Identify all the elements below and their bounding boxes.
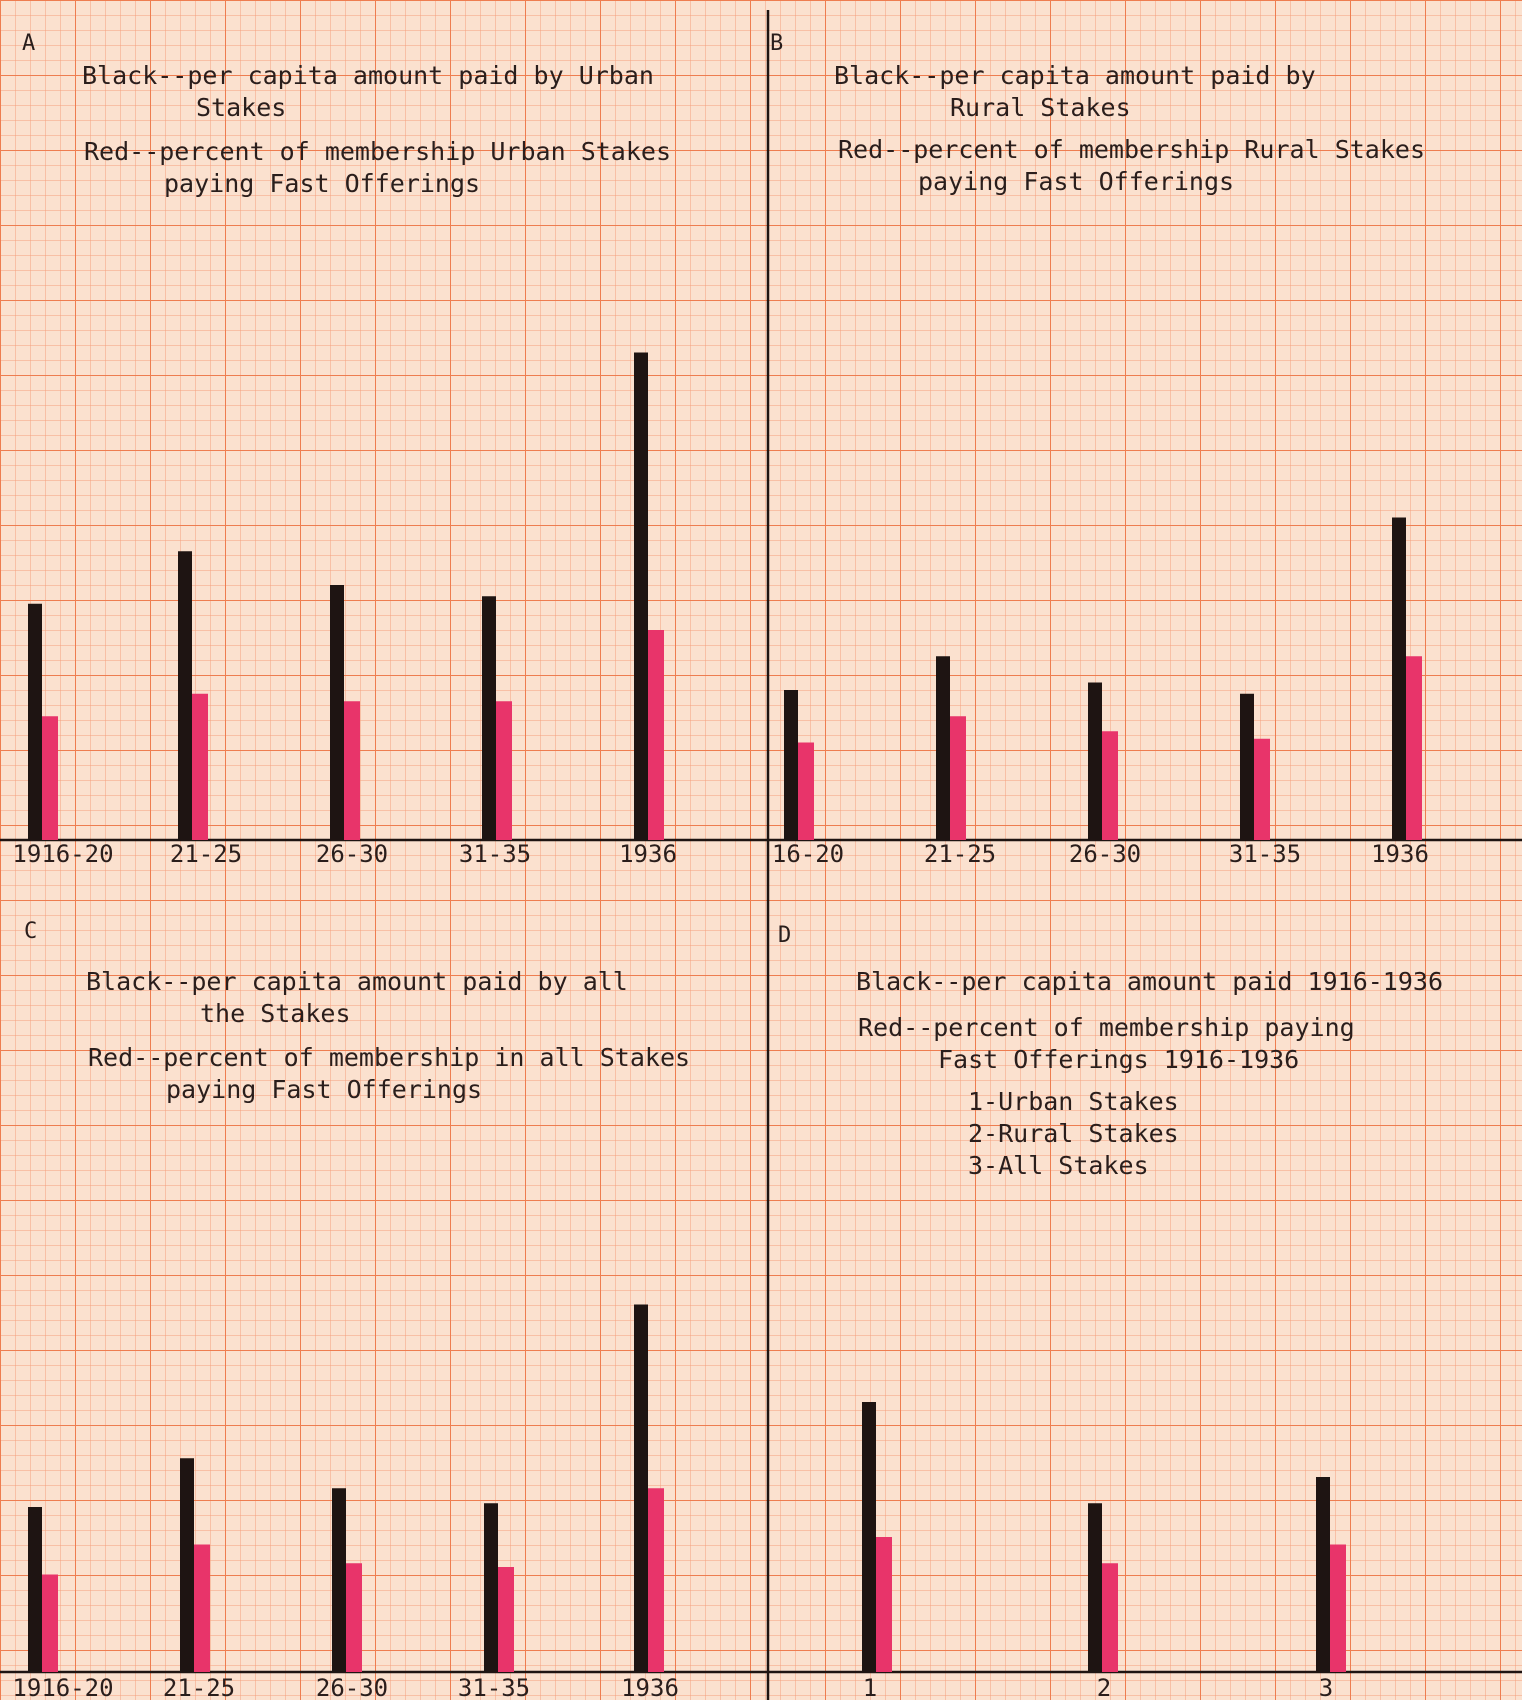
panel-c-tick-label: 1916-20 [12,1674,113,1700]
panel-b-bar-red [1254,738,1270,840]
panel-d-title-line: Fast Offerings 1916-1936 [938,1045,1299,1074]
panel-a-bar-black [330,585,344,840]
panel-b-bar-red [1102,731,1118,840]
panel-b-bar-black [1392,517,1406,840]
panel-a-title-line: paying Fast Offerings [164,169,480,198]
panel-a-letter: A [22,31,35,56]
panel-a-bar-red [496,701,512,840]
panel-a-bar-black [482,596,496,840]
panel-a-title-line: Black--per capita amount paid by Urban [82,61,654,90]
panel-b-tick-label: 1936 [1371,840,1429,868]
panel-d-bar-black [862,1402,876,1672]
panel-b-bar-red [950,716,966,840]
panel-a-bar-red [648,630,664,840]
panel-c-tick-label: 26-30 [316,1674,388,1700]
chart-panels: A Black--per capita amount paid by Urban S… [0,10,1522,1700]
panel-a-title-line: Stakes [196,93,286,122]
panel-c-tick-label: 1936 [621,1674,679,1700]
panel-d-letter: D [778,923,791,948]
panel-b-tick-label: 21-25 [924,840,996,868]
panel-d-bar-black [1088,1503,1102,1672]
panel-a-bar-red [42,716,58,840]
panel-c-tick-label: 31-35 [458,1674,530,1700]
panel-a-bar-black [634,352,648,840]
panel-b-bar-black [784,690,798,840]
panel-c-title-line: the Stakes [200,999,351,1028]
panel-d-title-line: Black--per capita amount paid 1916-1936 [856,967,1443,996]
panel-b-title-line: Rural Stakes [950,93,1131,122]
panel-b-title-line: Red--percent of membership Rural Stakes [838,135,1425,164]
panel-b-bar-black [1240,693,1254,840]
panel-a-tick-label: 1936 [619,840,677,868]
panel-a-bar-red [344,701,360,840]
panel-b-bar-red [1406,656,1422,840]
panel-a-bar-black [178,551,192,840]
panel-a-tick-label: 26-30 [316,840,388,868]
panel-c-bar-red [42,1574,58,1672]
panel-b-title-line: Black--per capita amount paid by [834,61,1316,90]
panel-c-bar-red [498,1567,514,1672]
panel-c-letter: C [24,919,37,944]
panel-c-bar-red [648,1488,664,1672]
panel-b-bar-black [936,656,950,840]
panel-b-bar-red [798,742,814,840]
panel-c-bar-black [180,1458,194,1672]
panel-d-title-line: 1-Urban Stakes [968,1087,1179,1116]
panel-d-tick-label: 2 [1097,1674,1111,1700]
panel-c-bar-black [484,1503,498,1672]
panel-b-title-line: paying Fast Offerings [918,167,1234,196]
panel-c-bar-red [194,1544,210,1672]
panel-d-title-line: 3-All Stakes [968,1151,1149,1180]
panel-a-title-line: Red--percent of membership Urban Stakes [84,137,671,166]
panel-d-bar-red [876,1537,892,1672]
panel-d-bar-red [1330,1544,1346,1672]
panel-c-bar-black [28,1507,42,1672]
panel-a-tick-label: 21-25 [170,840,242,868]
panel-b-letter: B [770,31,783,56]
panel-d-tick-label: 3 [1319,1674,1333,1700]
panel-c-bar-red [346,1563,362,1672]
panel-d-bar-black [1316,1477,1330,1672]
panel-a-bar-black [28,603,42,840]
panel-a-tick-label: 1916-20 [12,840,113,868]
panel-d-tick-label: 1 [863,1674,877,1700]
panel-a-tick-label: 31-35 [459,840,531,868]
panel-b-tick-label: 31-35 [1229,840,1301,868]
panel-a-bar-red [192,693,208,840]
panel-d-title-line: Red--percent of membership paying [858,1013,1355,1042]
panel-d-bar-red [1102,1563,1118,1672]
panel-c-title-line: Black--per capita amount paid by all [86,967,628,996]
panel-c-title-line: Red--percent of membership in all Stakes [88,1043,690,1072]
panel-c-tick-label: 21-25 [163,1674,235,1700]
panel-d-title-line: 2-Rural Stakes [968,1119,1179,1148]
panel-b-tick-label: 16-20 [772,840,844,868]
panel-c-bar-black [332,1488,346,1672]
panel-c-bar-black [634,1304,648,1672]
panel-c-title-line: paying Fast Offerings [166,1075,482,1104]
panel-b-bar-black [1088,682,1102,840]
panel-b-tick-label: 26-30 [1069,840,1141,868]
